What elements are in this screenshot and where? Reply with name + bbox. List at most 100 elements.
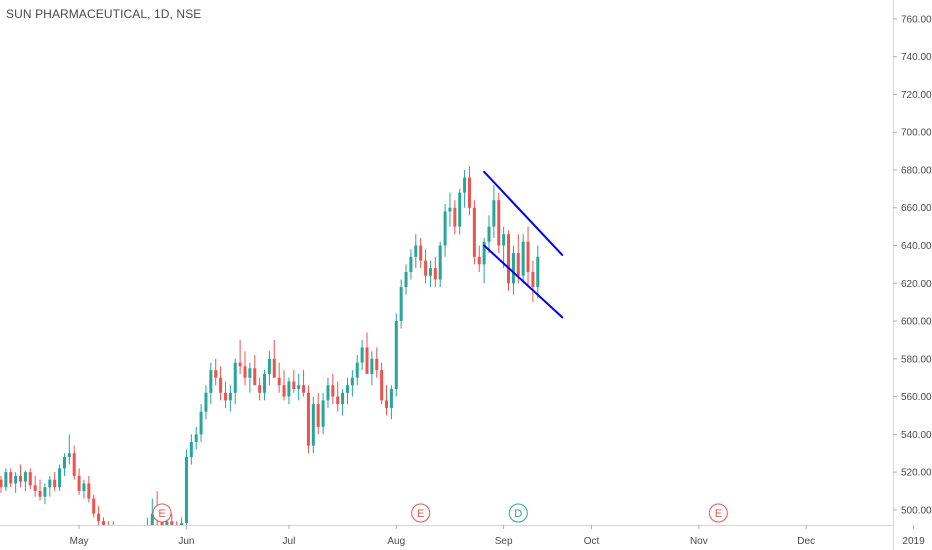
candle[interactable]	[33, 475, 37, 497]
candle[interactable]	[375, 347, 379, 378]
candle[interactable]	[521, 234, 525, 284]
candle[interactable]	[238, 339, 242, 374]
candle[interactable]	[180, 517, 184, 543]
candle[interactable]	[117, 525, 120, 548]
candle[interactable]	[345, 377, 349, 405]
candle[interactable]	[72, 445, 76, 480]
candle[interactable]	[28, 468, 32, 490]
candle[interactable]	[365, 332, 369, 374]
earnings-event-marker[interactable]: E	[152, 503, 172, 523]
candle[interactable]	[438, 241, 442, 288]
candle[interactable]	[385, 385, 389, 416]
candle[interactable]	[531, 260, 535, 303]
candle[interactable]	[360, 339, 364, 371]
candle[interactable]	[331, 373, 335, 405]
candle[interactable]	[463, 169, 467, 208]
candle[interactable]	[443, 203, 447, 257]
candle[interactable]	[433, 256, 437, 288]
candle[interactable]	[453, 200, 457, 235]
candle[interactable]	[23, 470, 27, 492]
candle[interactable]	[184, 449, 188, 526]
candle[interactable]	[97, 506, 101, 525]
channel-upper-line[interactable]	[483, 170, 564, 256]
candle[interactable]	[492, 185, 496, 238]
earnings-event-marker[interactable]: E	[708, 503, 728, 523]
candle[interactable]	[497, 192, 501, 254]
candle[interactable]	[511, 245, 515, 295]
candle[interactable]	[409, 249, 413, 280]
candle[interactable]	[170, 513, 174, 533]
candle[interactable]	[536, 245, 540, 299]
candle[interactable]	[43, 483, 47, 505]
candle[interactable]	[292, 370, 296, 393]
candle[interactable]	[336, 381, 340, 412]
candle[interactable]	[404, 264, 408, 295]
candle[interactable]	[77, 468, 81, 495]
candle[interactable]	[477, 245, 481, 272]
candle[interactable]	[175, 521, 178, 540]
candle[interactable]	[414, 234, 418, 269]
candle[interactable]	[380, 362, 384, 405]
price-axis[interactable]: 500.00 520.00 540.00 560.00 580.00 600.00 620.…	[893, 14, 932, 516]
candle[interactable]	[428, 260, 432, 288]
candle[interactable]	[282, 370, 286, 401]
candle[interactable]	[58, 464, 62, 492]
candle[interactable]	[38, 479, 42, 501]
candle[interactable]	[507, 230, 511, 291]
candle[interactable]	[194, 426, 198, 450]
channel-lower-line[interactable]	[483, 244, 564, 319]
candle[interactable]	[53, 472, 57, 492]
candle[interactable]	[4, 468, 8, 492]
candle[interactable]	[141, 529, 144, 550]
candle[interactable]	[399, 279, 403, 329]
candle[interactable]	[467, 166, 471, 216]
candle[interactable]	[394, 313, 398, 397]
candle[interactable]	[67, 434, 71, 465]
candle[interactable]	[189, 434, 193, 465]
candle[interactable]	[448, 192, 452, 227]
candle[interactable]	[370, 351, 374, 386]
candle[interactable]	[350, 370, 354, 397]
candle[interactable]	[272, 339, 276, 378]
candle[interactable]	[297, 373, 301, 401]
candle[interactable]	[311, 396, 315, 454]
dividend-event-marker[interactable]: D	[508, 503, 528, 523]
candle[interactable]	[214, 358, 218, 386]
candle[interactable]	[321, 392, 325, 435]
candle[interactable]	[219, 366, 223, 401]
candle[interactable]	[316, 392, 320, 435]
candle[interactable]	[107, 521, 110, 540]
earnings-event-marker[interactable]: E	[411, 503, 431, 523]
candle[interactable]	[258, 377, 262, 401]
candle[interactable]	[126, 533, 129, 550]
candle[interactable]	[14, 472, 18, 493]
candle[interactable]	[233, 358, 237, 405]
candle[interactable]	[48, 475, 52, 497]
candle[interactable]	[472, 200, 476, 265]
candle[interactable]	[204, 385, 208, 420]
candle[interactable]	[277, 362, 281, 393]
candle[interactable]	[306, 385, 310, 454]
candle[interactable]	[243, 351, 247, 386]
candle[interactable]	[199, 404, 203, 442]
candle[interactable]	[19, 464, 23, 488]
candle[interactable]	[487, 215, 491, 254]
candle[interactable]	[223, 381, 227, 408]
candle[interactable]	[248, 362, 252, 393]
candle[interactable]	[424, 249, 428, 284]
candle[interactable]	[122, 529, 125, 550]
candle[interactable]	[458, 188, 462, 235]
candle[interactable]	[150, 498, 154, 537]
candle[interactable]	[355, 355, 359, 386]
candle[interactable]	[389, 385, 393, 420]
candle[interactable]	[0, 475, 3, 493]
candle[interactable]	[419, 237, 423, 269]
candle[interactable]	[302, 370, 306, 397]
candle[interactable]	[253, 355, 257, 386]
time-axis[interactable]: May Jun Jul Aug Sep Oct Nov Dec 2019	[70, 525, 925, 547]
candle[interactable]	[526, 226, 530, 288]
candle[interactable]	[146, 517, 149, 547]
candle[interactable]	[112, 521, 115, 544]
candle[interactable]	[326, 377, 330, 408]
